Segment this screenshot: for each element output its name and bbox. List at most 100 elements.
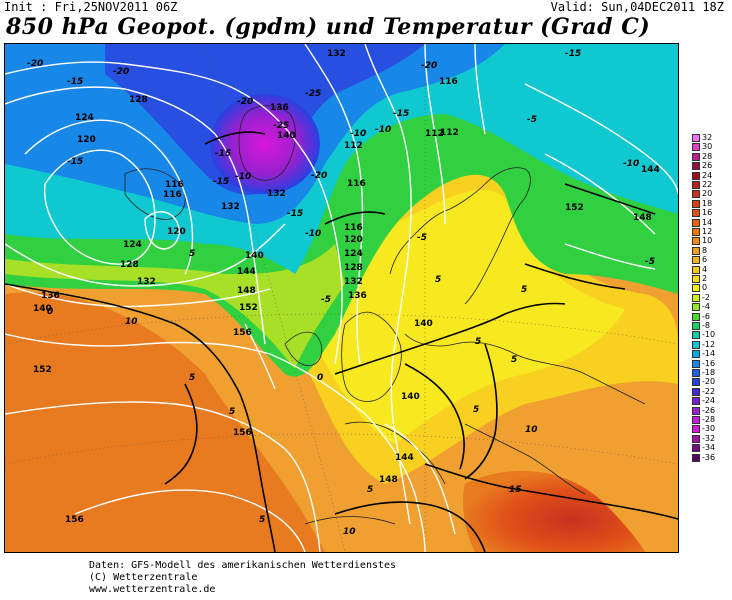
geo-label: 128 xyxy=(129,95,148,105)
temp-label: -20 xyxy=(113,67,129,77)
temperature-labels: -20 -15 -20 -15 -20 -25 -25 -20 -15 -15 … xyxy=(27,49,655,537)
temp-label: -5 xyxy=(527,115,537,125)
temp-label: 5 xyxy=(367,485,373,495)
temp-label: -15 xyxy=(213,177,229,187)
legend-swatch xyxy=(692,256,700,265)
temp-label: -25 xyxy=(305,89,321,99)
legend-label: 12 xyxy=(702,227,713,236)
legend-label: -30 xyxy=(702,424,716,434)
legend-label: 14 xyxy=(702,217,713,227)
temp-label: 5 xyxy=(229,407,235,417)
coastlines xyxy=(124,105,646,525)
legend-swatch xyxy=(692,378,700,387)
legend-swatch xyxy=(692,284,700,293)
legend-label: 20 xyxy=(702,189,713,199)
temp-label: 10 xyxy=(525,425,538,435)
geo-label: 132 xyxy=(137,277,156,287)
geo-label: 120 xyxy=(77,135,96,145)
legend-swatch xyxy=(692,387,700,396)
geo-label: 120 xyxy=(344,235,363,245)
geo-label: 132 xyxy=(221,202,240,212)
temp-label: 0 xyxy=(47,307,53,317)
legend-label: -36 xyxy=(702,452,716,462)
legend-label: 16 xyxy=(702,208,713,218)
legend-label: -14 xyxy=(702,349,716,359)
legend-swatch xyxy=(692,444,700,453)
temp-label: 5 xyxy=(259,515,265,525)
legend-swatch xyxy=(692,340,700,349)
temp-label: 5 xyxy=(475,337,481,347)
geo-label: 144 xyxy=(237,267,256,277)
legend-label: 26 xyxy=(702,161,713,171)
legend-swatch xyxy=(692,359,700,368)
geo-label: 128 xyxy=(344,263,363,273)
temp-label: -15 xyxy=(67,77,83,87)
legend-swatch xyxy=(692,331,700,340)
geo-label: 116 xyxy=(163,190,182,200)
legend-label: 6 xyxy=(702,255,708,265)
legend-swatch xyxy=(692,218,700,227)
geo-label: 140 xyxy=(414,319,433,329)
legend-label: 30 xyxy=(702,142,713,152)
legend-swatch xyxy=(692,181,700,189)
temp-label: -20 xyxy=(237,97,253,107)
temp-label: 10 xyxy=(125,317,138,327)
geo-label: 140 xyxy=(277,131,296,141)
geo-label: 112 xyxy=(440,128,459,138)
temp-label: 5 xyxy=(511,355,517,365)
legend-label: 22 xyxy=(702,180,713,189)
legend-label: -26 xyxy=(702,405,716,415)
init-time: Init : Fri,25NOV2011 06Z xyxy=(4,0,178,14)
geo-label: 136 xyxy=(348,291,367,301)
temp-label: -5 xyxy=(321,295,331,305)
geo-label: 120 xyxy=(167,227,186,237)
geo-label: 140 xyxy=(401,392,420,402)
temp-label: -10 xyxy=(305,229,321,239)
legend-swatch xyxy=(692,134,700,142)
legend-swatch xyxy=(692,425,700,434)
geopotential-labels: 132 116 128 124 120 116 112 116 136 140 … xyxy=(33,49,660,525)
legend-label: 24 xyxy=(702,170,713,180)
temp-label: 5 xyxy=(521,285,527,295)
temp-label: 0 xyxy=(317,373,323,383)
lime-field xyxy=(5,244,345,369)
temp-label: -15 xyxy=(67,157,83,167)
legend-label: -10 xyxy=(702,330,716,340)
legend-label: -8 xyxy=(702,321,710,330)
map-title: 850 hPa Geopot. (gpdm) und Temperatur (G… xyxy=(6,14,651,40)
footer-copyright: (C) Wetterzentrale xyxy=(89,572,198,583)
legend-swatch xyxy=(692,406,700,415)
temp-label: 5 xyxy=(189,373,195,383)
geo-label: 144 xyxy=(395,453,414,463)
temp-label: 5 xyxy=(189,249,195,259)
geo-label: 148 xyxy=(237,286,256,296)
valid-time: Valid: Sun,04DEC2011 18Z xyxy=(550,0,724,14)
geo-label: 156 xyxy=(233,428,252,438)
geo-label: 116 xyxy=(439,77,458,87)
legend-swatch xyxy=(692,162,700,171)
geopotential-contours xyxy=(5,44,678,552)
legend-label: 28 xyxy=(702,151,713,161)
legend-swatch xyxy=(692,322,700,330)
geo-label: 132 xyxy=(344,277,363,287)
geo-label: 152 xyxy=(239,303,258,313)
pale-yellow-field xyxy=(305,190,625,444)
footer-url: www.wetterzentrale.de xyxy=(89,584,216,595)
legend-label: -16 xyxy=(702,358,716,368)
geo-label: 132 xyxy=(327,49,346,59)
geo-label: 152 xyxy=(565,203,584,213)
footer-source: Daten: GFS-Modell des amerikanischen Wet… xyxy=(89,560,397,571)
geo-label: 152 xyxy=(33,365,52,375)
legend-label: 4 xyxy=(702,264,708,274)
legend-swatch xyxy=(692,237,700,246)
legend-swatch xyxy=(692,434,700,443)
temp-label: -5 xyxy=(417,233,427,243)
temp-label: 5 xyxy=(435,275,441,285)
legend-swatch xyxy=(692,171,700,180)
legend-swatch xyxy=(692,209,700,218)
warm-red-field xyxy=(463,470,645,552)
geo-label: 156 xyxy=(65,515,84,525)
geo-label: 140 xyxy=(33,304,52,314)
legend-label: 10 xyxy=(702,236,713,246)
geo-label: 112 xyxy=(425,129,444,139)
